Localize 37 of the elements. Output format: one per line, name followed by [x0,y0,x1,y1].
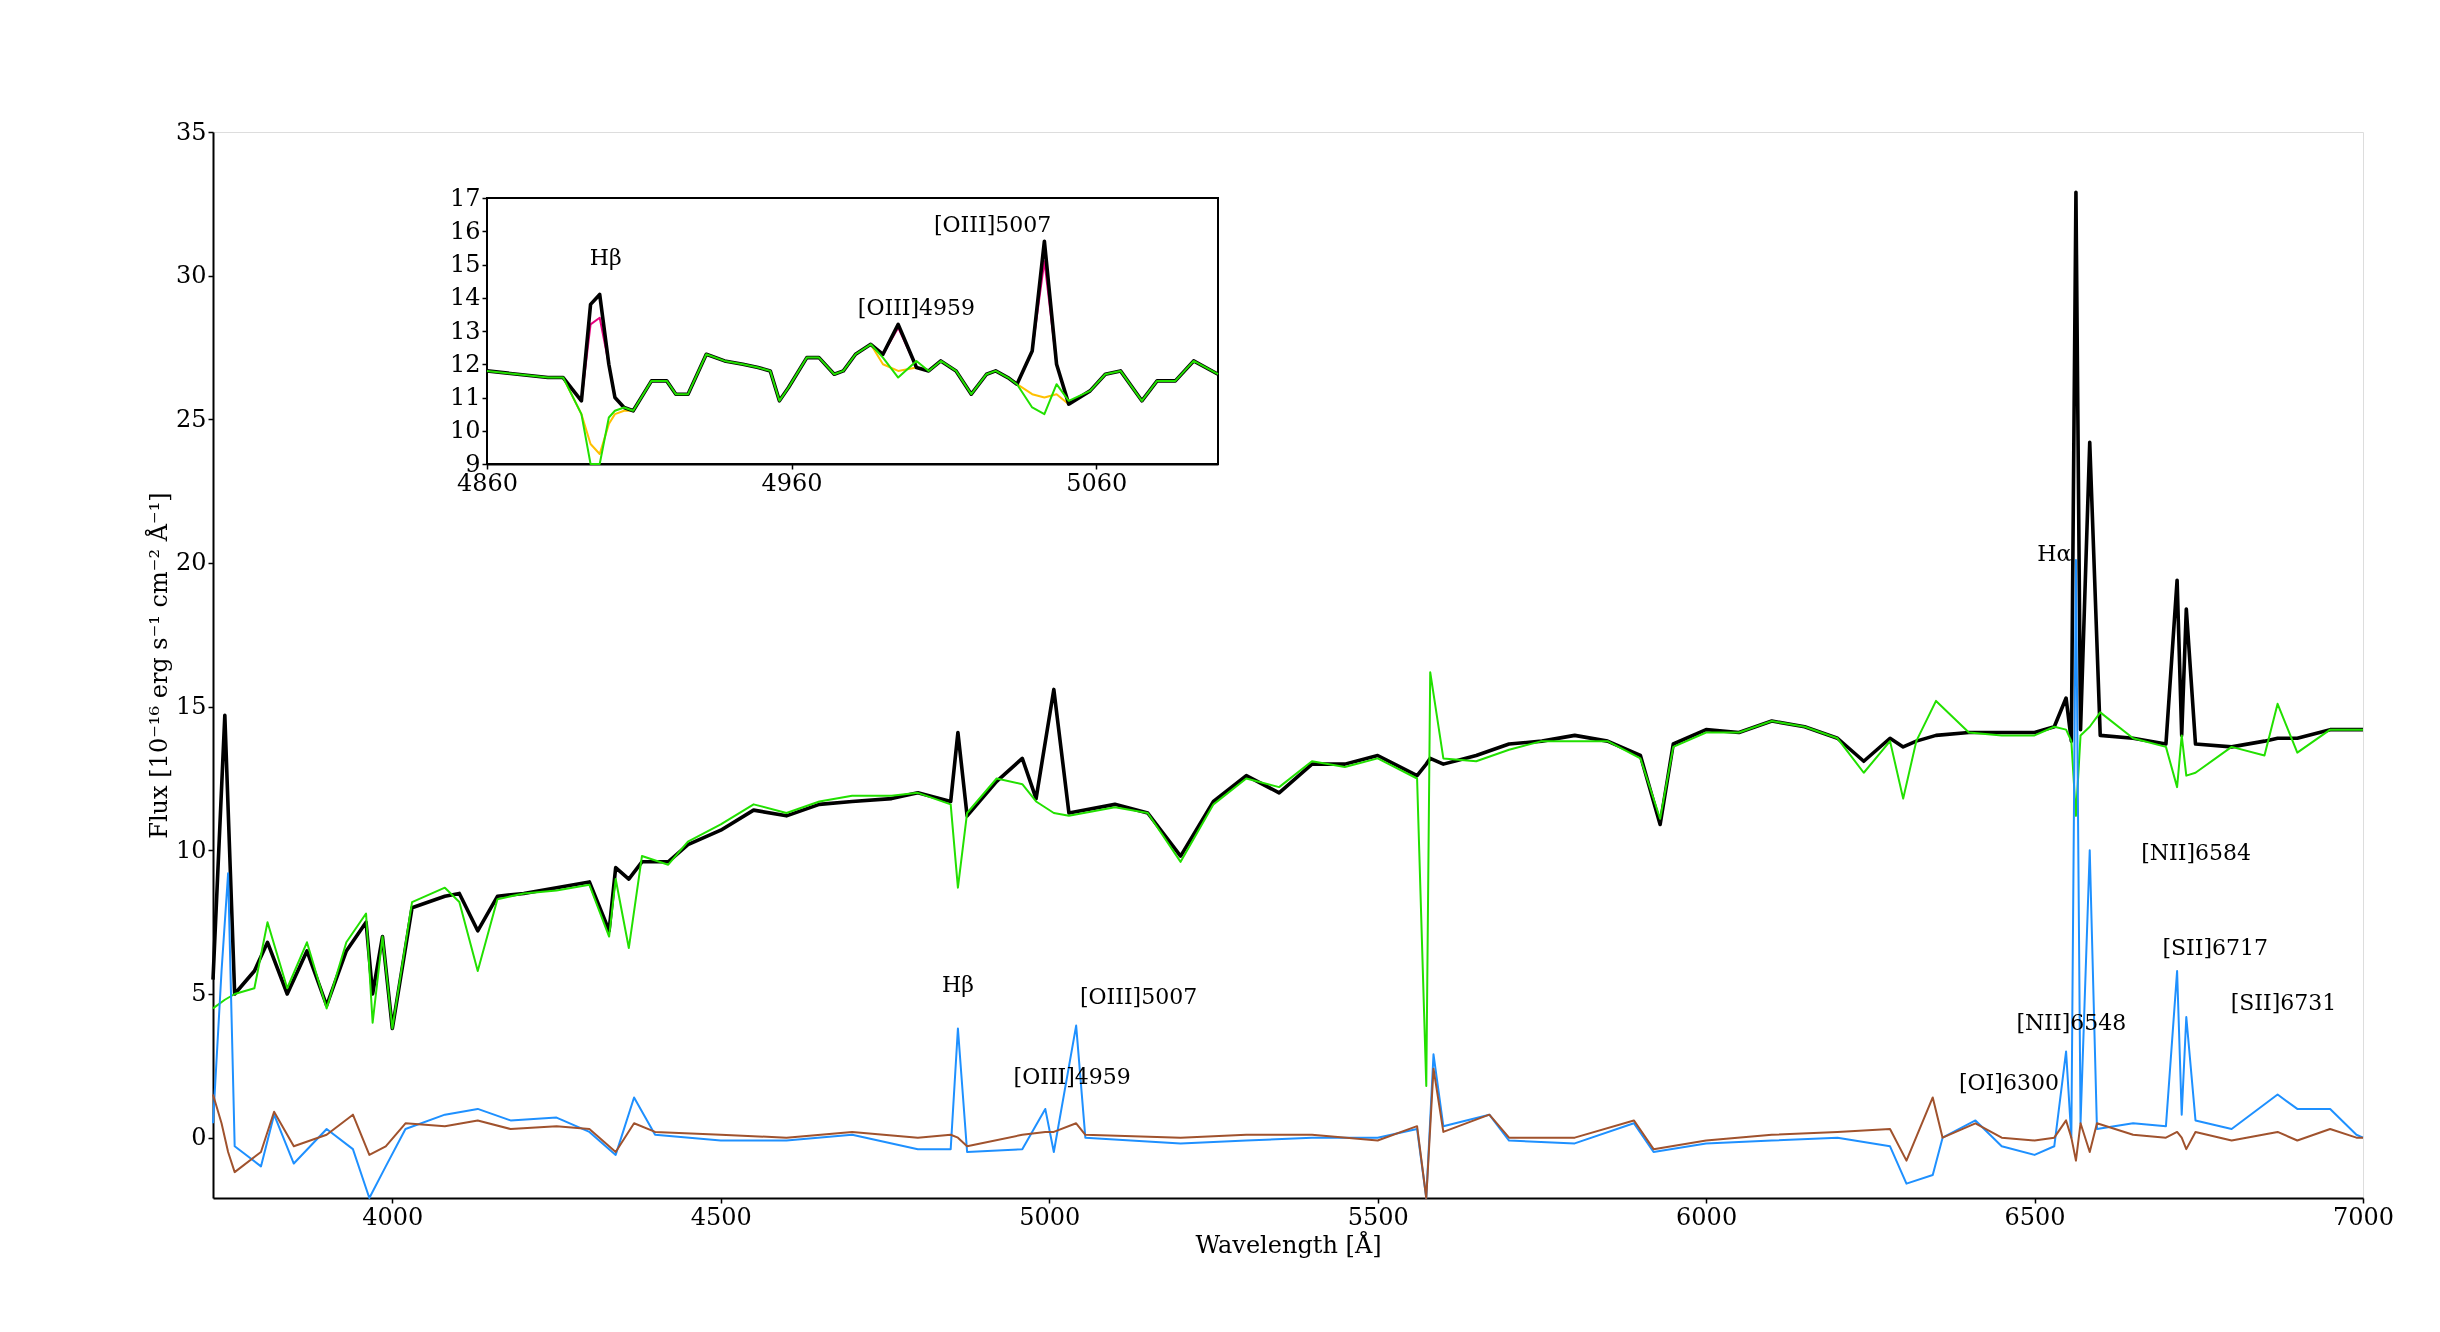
annotation: Hα [2037,541,2072,567]
y-tick-label: 13 [449,316,481,345]
x-tick-label: 4000 [362,1202,424,1231]
x-tick-label: 4960 [761,468,823,497]
y-tick-label: 16 [449,216,481,245]
y-tick-label: 25 [175,404,207,433]
annotation: [OI]6300 [1958,1070,2059,1096]
y-tick-label: 12 [449,349,481,378]
x-tick-label: 5500 [1347,1202,1409,1231]
y-tick-label: 15 [449,250,481,278]
x-tick-label: 4500 [690,1202,752,1231]
y-tick-label: 20 [175,548,207,577]
annotation: [NII]6584 [2141,840,2252,866]
annotation: [SII]6717 [2162,935,2268,961]
annotation: [OIII]5007 [933,211,1052,237]
y-tick-label: 15 [175,692,207,721]
annotation: Hβ [941,972,974,998]
y-axis-title: Flux [10⁻¹⁶ erg s⁻¹ cm⁻² Å⁻¹] [143,492,173,839]
annotation: [OIII]5007 [1079,983,1198,1009]
y-tick-label: 14 [449,283,481,312]
x-tick-label: 5000 [1019,1202,1081,1231]
y-tick-label: 30 [175,261,207,290]
y-tick-label: 5 [191,979,207,1008]
x-tick-label: 6500 [2004,1202,2066,1231]
annotation: Hβ [589,244,622,270]
x-tick-label: 7000 [2332,1202,2395,1231]
y-tick-label: 11 [449,383,481,411]
annotation: [SII]6731 [2230,989,2337,1015]
x-tick-label: 6000 [1676,1202,1738,1231]
y-tick-label: 10 [175,835,207,864]
y-tick-label: 17 [449,183,481,212]
y-tick-label: 0 [191,1123,207,1152]
x-tick-label: 5060 [1066,468,1128,497]
x-axis-title: Wavelength [Å] [1195,1229,1382,1259]
y-tick-label: 35 [175,117,207,146]
annotation: [OIII]4959 [857,294,976,320]
y-tick-label: 10 [449,416,481,445]
